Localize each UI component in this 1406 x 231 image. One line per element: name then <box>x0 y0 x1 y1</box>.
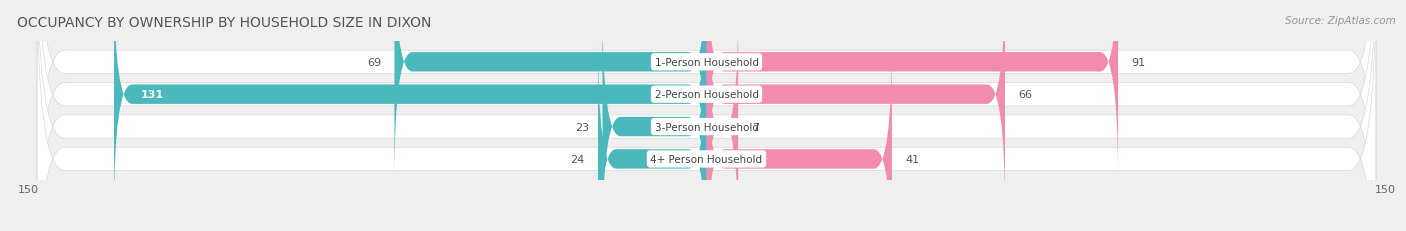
Text: 2-Person Household: 2-Person Household <box>655 90 758 100</box>
Text: 24: 24 <box>571 154 585 164</box>
Text: 3-Person Household: 3-Person Household <box>655 122 758 132</box>
Text: 23: 23 <box>575 122 589 132</box>
Text: 4+ Person Household: 4+ Person Household <box>651 154 762 164</box>
FancyBboxPatch shape <box>114 0 707 214</box>
Text: 1-Person Household: 1-Person Household <box>655 58 758 67</box>
Text: 69: 69 <box>367 58 381 67</box>
FancyBboxPatch shape <box>37 0 1376 231</box>
FancyBboxPatch shape <box>707 0 1005 214</box>
FancyBboxPatch shape <box>603 8 707 231</box>
Legend: Owner-occupied, Renter-occupied: Owner-occupied, Renter-occupied <box>586 228 827 231</box>
FancyBboxPatch shape <box>37 0 1376 231</box>
FancyBboxPatch shape <box>395 0 707 182</box>
Text: 131: 131 <box>141 90 165 100</box>
FancyBboxPatch shape <box>37 0 1376 231</box>
Text: OCCUPANCY BY OWNERSHIP BY HOUSEHOLD SIZE IN DIXON: OCCUPANCY BY OWNERSHIP BY HOUSEHOLD SIZE… <box>17 16 432 30</box>
Text: 66: 66 <box>1018 90 1032 100</box>
Text: 7: 7 <box>752 122 759 132</box>
FancyBboxPatch shape <box>37 0 1376 231</box>
FancyBboxPatch shape <box>598 40 707 231</box>
FancyBboxPatch shape <box>707 0 1118 182</box>
Text: 41: 41 <box>905 154 920 164</box>
Text: 91: 91 <box>1132 58 1146 67</box>
FancyBboxPatch shape <box>707 40 891 231</box>
FancyBboxPatch shape <box>707 8 738 231</box>
Text: Source: ZipAtlas.com: Source: ZipAtlas.com <box>1285 16 1396 26</box>
